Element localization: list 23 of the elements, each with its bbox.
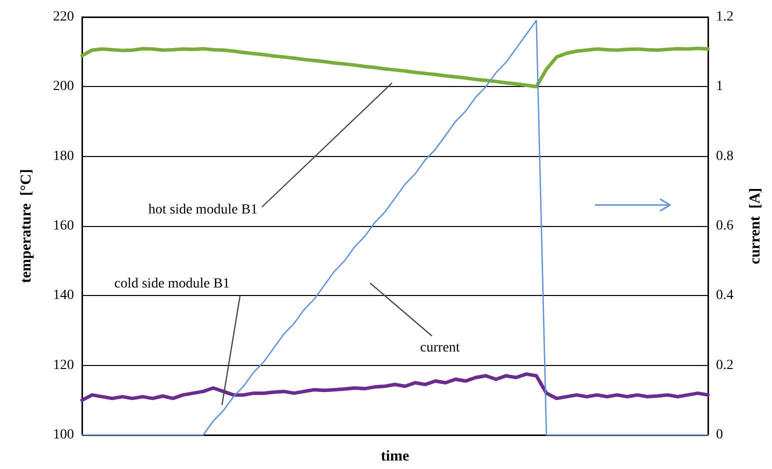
annotation: hot side module B1 (148, 202, 258, 218)
line-series (80, 46, 710, 88)
annotation: cold side module B1 (114, 276, 230, 292)
y2-tick-label: 0 (716, 428, 723, 442)
y2-tick-label: 0.6 (716, 218, 734, 234)
y-tick-label: 140 (53, 288, 74, 304)
y-tick-label: 200 (53, 79, 74, 94)
line-series (81, 20, 709, 436)
y-tick-label: 160 (53, 218, 74, 234)
y-tick-label: 100 (53, 428, 74, 442)
y2-tick-label: 0.2 (716, 358, 734, 373)
line-series (80, 372, 710, 402)
y2-tick-label: 0.4 (716, 288, 734, 304)
y2-axis-title: current [A] (748, 188, 764, 264)
y2-tick-label: 1 (716, 79, 723, 94)
annotation: current (420, 340, 460, 356)
y-axis-title: temperature [°C] (18, 168, 34, 284)
y-tick-label: 120 (53, 358, 74, 373)
y2-tick-label: 0.8 (716, 148, 734, 164)
y-tick-label: 180 (53, 148, 74, 164)
x-axis-title: time (380, 448, 410, 464)
y2-tick-label: 1.2 (716, 10, 734, 24)
y-tick-label: 220 (53, 10, 74, 24)
